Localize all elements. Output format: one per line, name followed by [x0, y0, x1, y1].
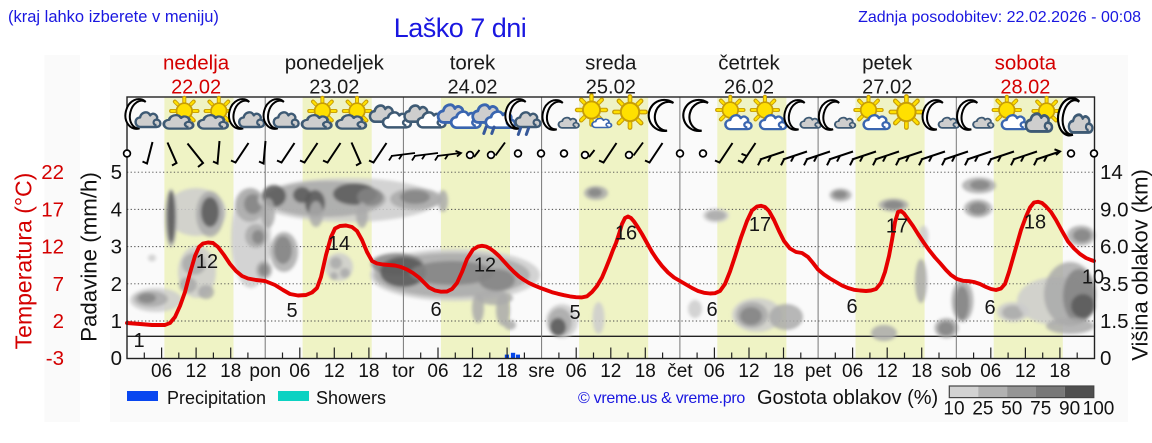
svg-text:27.02: 27.02	[862, 77, 912, 99]
svg-text:Padavine (mm/h): Padavine (mm/h)	[77, 172, 102, 342]
svg-text:12: 12	[41, 236, 64, 259]
svg-text:18: 18	[1049, 361, 1070, 382]
svg-text:Showers: Showers	[316, 388, 386, 408]
svg-text:sobota: sobota	[995, 52, 1057, 75]
svg-text:16: 16	[615, 223, 637, 245]
svg-text:26.02: 26.02	[724, 77, 774, 99]
svg-text:12: 12	[324, 361, 345, 382]
svg-text:06: 06	[151, 361, 172, 382]
svg-text:18: 18	[220, 361, 241, 382]
svg-text:torek: torek	[450, 52, 496, 75]
svg-text:nedelja: nedelja	[163, 52, 230, 75]
svg-text:17: 17	[41, 198, 64, 221]
svg-text:Višina oblakov (km): Višina oblakov (km)	[1128, 169, 1152, 361]
svg-text:7: 7	[53, 273, 64, 296]
svg-text:06: 06	[704, 361, 725, 382]
svg-text:Precipitation: Precipitation	[167, 388, 266, 408]
svg-text:Zadnja posodobitev: 22.02.2026: Zadnja posodobitev: 22.02.2026 - 00:08	[858, 9, 1141, 26]
svg-text:5: 5	[286, 300, 297, 322]
svg-text:2: 2	[111, 273, 122, 296]
svg-text:06: 06	[980, 361, 1001, 382]
svg-text:2: 2	[53, 310, 64, 333]
svg-text:1.5: 1.5	[1100, 310, 1129, 333]
svg-text:18: 18	[1024, 212, 1046, 234]
svg-text:12: 12	[186, 361, 207, 382]
svg-text:90: 90	[1059, 399, 1080, 420]
svg-text:četrtek: četrtek	[718, 52, 780, 75]
svg-text:(kraj lahko izberete v meniju): (kraj lahko izberete v meniju)	[8, 8, 219, 26]
svg-text:petek: petek	[862, 52, 913, 75]
svg-text:čet: čet	[667, 361, 693, 382]
svg-text:6.0: 6.0	[1100, 236, 1129, 259]
svg-text:ponedeljek: ponedeljek	[285, 52, 385, 75]
svg-text:06: 06	[566, 361, 587, 382]
svg-text:14: 14	[328, 233, 350, 255]
svg-text:12: 12	[474, 255, 496, 277]
svg-text:5: 5	[111, 161, 122, 184]
svg-text:6: 6	[706, 299, 717, 321]
svg-text:12: 12	[196, 251, 218, 273]
svg-text:3: 3	[111, 236, 122, 259]
svg-text:Temperatura (°C): Temperatura (°C)	[11, 173, 37, 350]
svg-text:0: 0	[111, 347, 122, 370]
svg-text:sob: sob	[941, 361, 972, 382]
svg-text:17: 17	[749, 214, 771, 236]
svg-text:22: 22	[41, 161, 64, 184]
svg-text:28.02: 28.02	[1000, 77, 1050, 99]
svg-text:17: 17	[886, 216, 908, 238]
svg-text:22.02: 22.02	[171, 77, 221, 99]
svg-text:12: 12	[1015, 361, 1036, 382]
svg-text:12: 12	[600, 361, 621, 382]
svg-text:10: 10	[943, 399, 964, 420]
svg-text:25.02: 25.02	[586, 77, 636, 99]
svg-text:-3: -3	[46, 347, 64, 370]
svg-text:6: 6	[430, 299, 441, 321]
svg-text:1: 1	[133, 330, 144, 352]
svg-text:75: 75	[1030, 399, 1051, 420]
svg-text:4: 4	[111, 198, 122, 221]
svg-text:25: 25	[972, 399, 993, 420]
svg-text:© vreme.us & vreme.pro: © vreme.us & vreme.pro	[578, 390, 745, 407]
svg-text:06: 06	[427, 361, 448, 382]
svg-text:18: 18	[773, 361, 794, 382]
svg-text:23.02: 23.02	[309, 77, 359, 99]
svg-text:sreda: sreda	[585, 52, 637, 75]
svg-text:sre: sre	[528, 361, 554, 382]
svg-text:Gostota oblakov (%): Gostota oblakov (%)	[757, 387, 938, 409]
svg-text:6: 6	[846, 296, 857, 318]
svg-text:18: 18	[358, 361, 379, 382]
svg-text:24.02: 24.02	[447, 77, 497, 99]
svg-text:06: 06	[289, 361, 310, 382]
svg-text:9.0: 9.0	[1100, 198, 1129, 221]
svg-text:Laško 7 dni: Laško 7 dni	[394, 13, 527, 43]
svg-text:18: 18	[497, 361, 518, 382]
svg-text:18: 18	[635, 361, 656, 382]
svg-text:pet: pet	[805, 361, 832, 382]
svg-text:50: 50	[1001, 399, 1022, 420]
svg-text:5: 5	[569, 302, 580, 324]
svg-text:12: 12	[877, 361, 898, 382]
svg-text:06: 06	[842, 361, 863, 382]
svg-text:3.5: 3.5	[1100, 273, 1129, 296]
svg-text:6: 6	[984, 297, 995, 319]
svg-text:100: 100	[1083, 399, 1115, 420]
svg-text:12: 12	[738, 361, 759, 382]
svg-text:14: 14	[1100, 161, 1123, 184]
svg-text:18: 18	[911, 361, 932, 382]
svg-text:tor: tor	[392, 361, 415, 382]
svg-text:10: 10	[1082, 267, 1104, 289]
svg-text:1: 1	[111, 310, 122, 333]
svg-text:12: 12	[462, 361, 483, 382]
svg-text:pon: pon	[249, 361, 281, 382]
svg-text:0: 0	[1100, 347, 1111, 370]
